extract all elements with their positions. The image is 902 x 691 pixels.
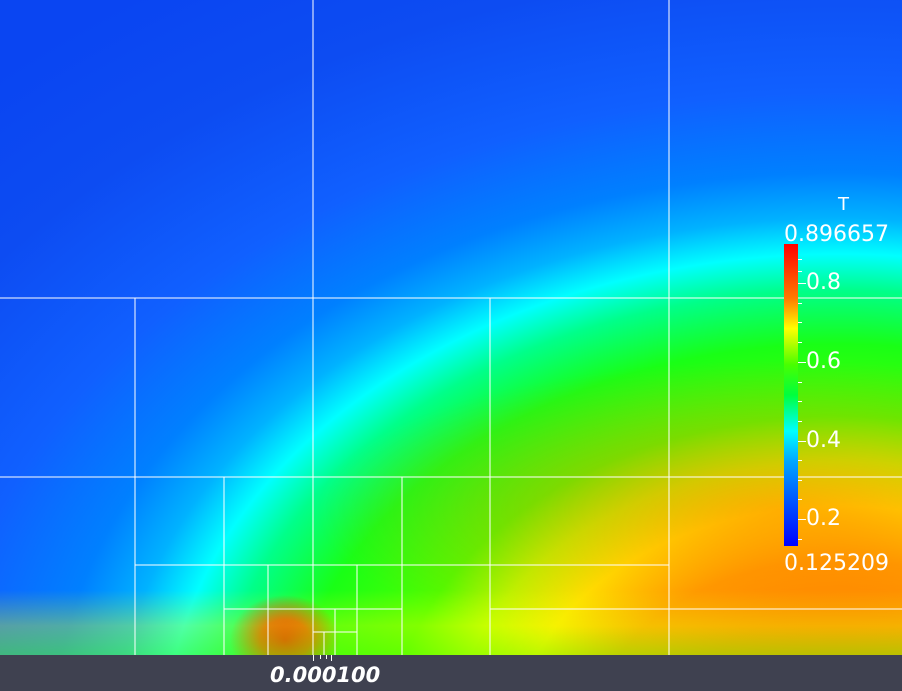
scale-ruler: 0.000100	[0, 655, 902, 691]
ruler-tick	[326, 655, 327, 659]
ruler-tick	[331, 655, 332, 661]
temperature-field-view[interactable]: T 0.896657 0.8 0.6 0.4 0.2 0.125209	[0, 0, 902, 655]
ruler-tick	[320, 655, 321, 659]
scale-ruler-label: 0.000100	[270, 663, 381, 687]
amr-mesh-grid	[0, 0, 902, 655]
ruler-tick	[313, 655, 314, 661]
